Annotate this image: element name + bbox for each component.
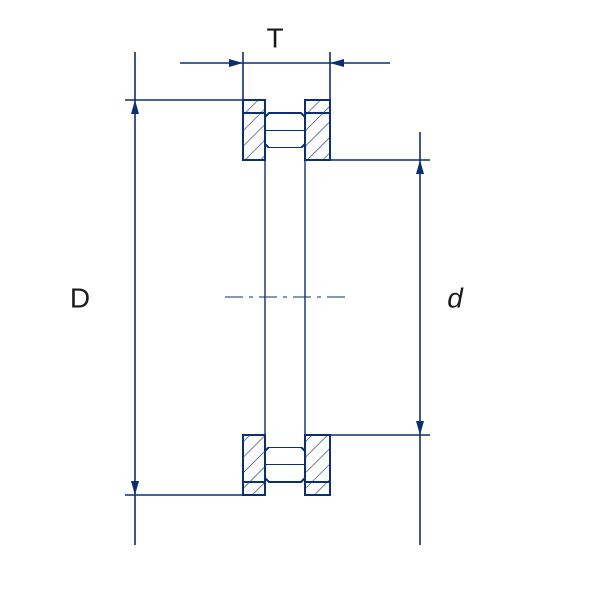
dimension-label-d: d [447, 282, 464, 313]
technical-drawing: T Dd [0, 0, 600, 600]
dimension-label-T: T [266, 22, 283, 53]
dimension-label-D: D [70, 282, 90, 313]
